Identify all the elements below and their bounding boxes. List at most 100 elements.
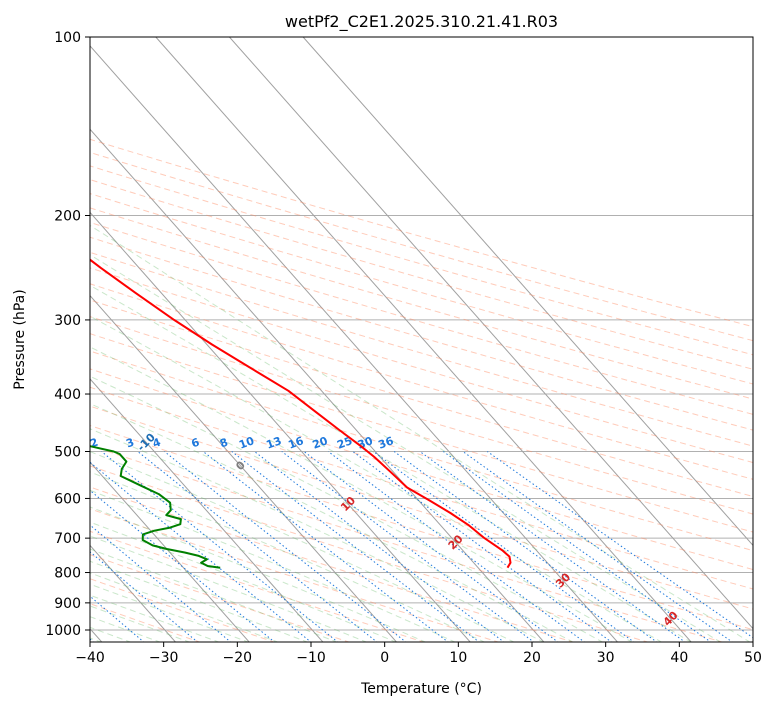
dry-adiabat-line xyxy=(90,444,724,642)
dry-adiabat-line xyxy=(90,316,753,515)
moist-adiabat-line xyxy=(90,428,545,642)
mixing-ratio-line xyxy=(352,451,613,642)
dry-adiabat-line xyxy=(90,299,753,498)
dry-adiabat-line xyxy=(90,207,753,400)
x-tick-label: 40 xyxy=(670,650,688,666)
dry-adiabat-line xyxy=(90,138,753,328)
dry-adiabat-label: -20 xyxy=(31,397,54,420)
y-tick-label: 100 xyxy=(54,30,81,46)
x-tick-label: −10 xyxy=(296,650,326,666)
x-tick-label: −40 xyxy=(75,650,105,666)
mixing-ratio-label: 20 xyxy=(311,434,330,452)
x-tick-label: 10 xyxy=(449,650,467,666)
mixing-ratio-line xyxy=(90,524,232,642)
y-tick-label: 600 xyxy=(54,491,81,507)
dry-adiabat-line xyxy=(90,251,753,447)
moist-adiabat-line xyxy=(90,521,397,642)
mixing-ratio-line xyxy=(443,451,712,642)
dry-adiabat-line xyxy=(90,221,753,415)
dry-adiabat-line xyxy=(90,151,753,342)
dry-adiabat-line xyxy=(90,165,753,356)
dry-adiabat-label: 0 xyxy=(233,458,248,473)
mixing-ratio-label: 6 xyxy=(190,435,202,450)
y-tick-label: 900 xyxy=(54,596,81,612)
moist-adiabat-line xyxy=(90,346,633,642)
x-tick-label: −30 xyxy=(149,650,179,666)
moist-adiabat-line xyxy=(90,254,722,642)
dry-adiabat-line xyxy=(90,236,753,431)
axes: −40 −30 −20 −10 0 10 20 30 40 5010020030040050060… xyxy=(45,30,762,666)
x-tick-label: −20 xyxy=(223,650,253,666)
x-tick-label: 0 xyxy=(380,650,389,666)
isotherm-line xyxy=(90,128,545,642)
mixing-ratio-label: 10 xyxy=(237,434,256,452)
mixing-ratio-line xyxy=(327,451,586,642)
moist-adiabat-line xyxy=(90,594,221,642)
background-lines xyxy=(90,138,753,642)
mixing-ratio-line xyxy=(373,451,635,642)
mixing-ratio-line xyxy=(462,451,734,642)
dewpoint-profile-line xyxy=(90,445,221,569)
isotherm-line xyxy=(155,37,692,642)
moist-adiabat-line xyxy=(90,315,663,642)
isotherm-line xyxy=(229,37,753,630)
y-tick-label: 700 xyxy=(54,531,81,547)
temperature-profile-line xyxy=(90,258,512,569)
moist-adiabat-line xyxy=(90,489,456,642)
mixing-ratio-line xyxy=(101,451,339,642)
isotherm-line xyxy=(302,37,753,547)
mixing-ratio-line xyxy=(281,451,535,642)
mixing-ratio-line xyxy=(90,489,276,642)
isotherm-line xyxy=(90,461,250,642)
isotherm-line xyxy=(90,45,619,642)
chart-title: wetPf2_C2E1.2025.310.21.41.R03 xyxy=(285,12,558,32)
mixing-ratio-line xyxy=(487,451,753,639)
mixing-ratio-line xyxy=(202,451,449,642)
moist-adiabat-line xyxy=(90,572,279,642)
dry-adiabat-line xyxy=(90,350,753,552)
moist-adiabat-line xyxy=(90,224,751,642)
mixing-ratio-line xyxy=(90,551,199,642)
y-tick-label: 200 xyxy=(54,209,81,225)
dry-adiabat-line xyxy=(90,405,753,610)
dry-adiabat-line xyxy=(90,267,753,464)
isotherm-line xyxy=(90,378,324,642)
dry-adiabat-line xyxy=(90,486,575,642)
y-tick-label: 800 xyxy=(54,566,81,582)
mixing-ratio-label: 30 xyxy=(356,434,375,452)
y-tick-label: 1000 xyxy=(45,623,81,639)
plot-frame xyxy=(89,36,754,643)
dry-adiabat-line xyxy=(90,554,351,642)
mixing-ratio-label: 36 xyxy=(376,434,395,452)
isotherm-line xyxy=(90,211,471,642)
x-tick-label: 50 xyxy=(744,650,762,666)
dry-adiabat-line xyxy=(90,578,276,642)
moist-adiabat-line xyxy=(90,583,250,642)
moist-adiabat-line xyxy=(90,637,103,642)
mixing-ratio-line xyxy=(419,451,686,642)
dry-adiabat-line xyxy=(90,465,650,642)
mixing-ratio-line xyxy=(90,461,312,642)
mixing-ratio-label: 1 xyxy=(30,436,42,451)
y-tick-label: 500 xyxy=(54,444,81,460)
dry-adiabat-line xyxy=(90,508,500,642)
y-tick-label: 400 xyxy=(54,387,81,403)
moist-adiabat-line xyxy=(90,284,692,642)
mixing-ratio-line xyxy=(254,451,505,642)
moist-adiabat-line xyxy=(90,605,191,642)
x-tick-label: 30 xyxy=(597,650,615,666)
dry-adiabat-line xyxy=(90,283,753,480)
mixing-ratio-label: 2 xyxy=(88,436,100,451)
y-axis-title: Pressure (hPa) xyxy=(12,289,28,389)
x-tick-label: 20 xyxy=(523,650,541,666)
grid-layer xyxy=(90,37,753,642)
dry-adiabat-line xyxy=(90,368,753,571)
moist-adiabat-line xyxy=(90,535,368,642)
dry-adiabat-line xyxy=(90,333,753,533)
line-labels: 0.10.20.40.611.52346810131620253036-100-… xyxy=(30,397,681,628)
moist-adiabat-line xyxy=(90,560,309,642)
mixing-ratio-label: 4 xyxy=(151,435,163,450)
dry-adiabat-line xyxy=(90,179,753,370)
dry-adiabat-line xyxy=(90,193,753,385)
